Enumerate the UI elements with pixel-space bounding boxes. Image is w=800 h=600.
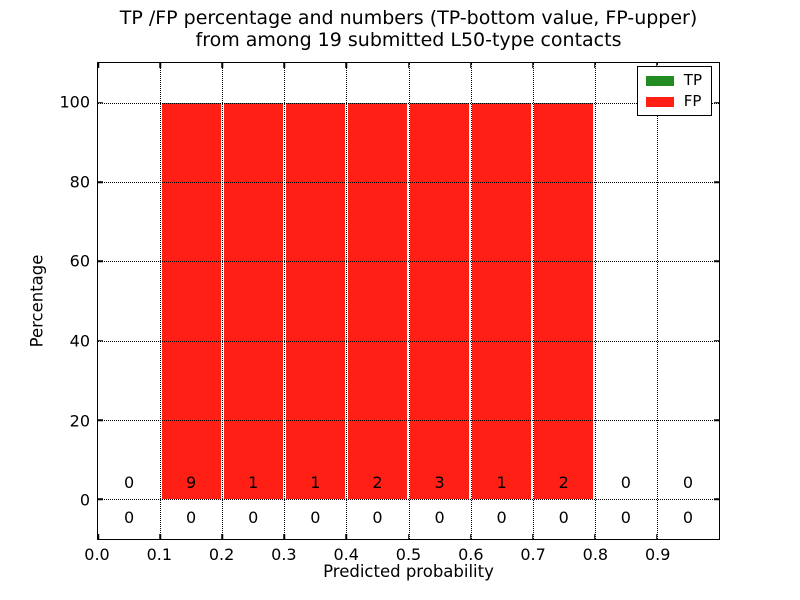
x-tick-label: 0.5: [395, 545, 422, 564]
y-tick-label: 100: [59, 92, 90, 112]
plot-area: TP FP 0 0 9 0 1 0 1 0 2 0 3 0 1 0 2 0 0 0 0 0: [97, 62, 720, 540]
gridline-vertical: [594, 63, 596, 539]
y-tick-mark: [714, 419, 719, 421]
x-tick-label: 0.1: [146, 545, 173, 564]
x-tick-mark: [159, 63, 161, 68]
x-tick-mark: [531, 63, 534, 68]
tp-count-label: 0: [310, 508, 321, 528]
tp-count-label: 0: [682, 508, 694, 528]
tp-count-label: 0: [372, 508, 383, 528]
gridline-vertical: [656, 63, 658, 539]
legend-label: FP: [683, 92, 702, 110]
y-tick-mark: [98, 339, 103, 342]
x-tick-mark: [97, 63, 99, 68]
y-tick-mark: [98, 101, 103, 104]
chart-title: TP /FP percentage and numbers (TP-bottom…: [97, 7, 720, 51]
tp-count-label: 0: [620, 508, 631, 528]
fp-count-label: 2: [558, 473, 569, 493]
x-tick-label: 0.4: [333, 545, 359, 564]
fp-count-label: 1: [248, 473, 259, 493]
bar-fp: [223, 102, 283, 500]
y-tick-mark: [98, 419, 103, 421]
fp-count-label: 3: [434, 473, 445, 493]
x-tick-mark: [656, 63, 658, 68]
gridline-vertical: [346, 63, 348, 539]
x-tick-mark: [469, 534, 472, 539]
gridline-vertical: [470, 63, 472, 539]
x-tick-mark: [594, 534, 596, 539]
y-tick-mark: [98, 260, 103, 263]
fp-legend-swatch: [645, 96, 674, 107]
x-tick-mark: [469, 63, 472, 68]
bar-fp: [534, 102, 594, 500]
legend-entry: FP: [645, 92, 702, 110]
y-tick-mark: [714, 498, 719, 501]
x-tick-mark: [221, 63, 223, 68]
x-tick-mark: [407, 63, 410, 68]
fp-count-label: 2: [372, 473, 383, 493]
x-tick-mark: [407, 534, 410, 539]
x-tick-mark: [531, 534, 534, 539]
y-tick-mark: [98, 181, 103, 183]
y-tick-mark: [714, 101, 719, 104]
x-tick-mark: [594, 63, 596, 68]
tp-count-label: 0: [558, 508, 569, 528]
legend: TP FP: [636, 66, 712, 116]
bar-fp: [347, 102, 407, 500]
gridline-vertical: [532, 63, 534, 539]
bar-fp: [285, 102, 345, 500]
legend-entry: TP: [645, 71, 702, 89]
fp-count-label: 0: [123, 473, 135, 493]
tp-count-label: 0: [186, 508, 197, 528]
x-tick-label: 0.9: [644, 545, 671, 564]
y-axis-tick-labels: 0 20 40 60 80 100: [18, 62, 90, 540]
x-tick-mark: [159, 534, 161, 539]
x-tick-mark: [283, 534, 286, 539]
x-tick-mark: [345, 534, 348, 539]
y-tick-mark: [714, 260, 719, 263]
bar-fp: [472, 102, 532, 500]
x-axis-tick-labels: 0.0 0.1 0.2 0.3 0.4 0.5 0.6 0.7 0.8 0.9: [84, 545, 720, 565]
tp-count-label: 0: [496, 508, 507, 528]
fp-count-label: 1: [496, 473, 507, 493]
chart-title-line1: TP /FP percentage and numbers (TP-bottom…: [119, 7, 698, 29]
fp-count-label: 1: [310, 473, 321, 493]
x-tick-mark: [97, 534, 99, 539]
x-tick-label: 0.6: [458, 545, 484, 564]
x-tick-mark: [283, 63, 286, 68]
bar-fp: [410, 102, 470, 500]
tp-count-label: 0: [248, 508, 259, 528]
gridline-vertical: [408, 63, 410, 539]
y-tick-label: 60: [69, 251, 90, 271]
y-tick-label: 20: [69, 411, 90, 430]
fp-count-label: 0: [620, 473, 631, 493]
tp-legend-swatch: [645, 75, 674, 86]
x-tick-label: 0.3: [271, 545, 297, 564]
y-tick-label: 80: [69, 172, 90, 191]
fp-count-label: 0: [682, 473, 694, 493]
x-tick-label: 0.8: [582, 545, 609, 564]
chart-title-line2: from among 19 submitted L50-type contact…: [195, 29, 622, 51]
x-tick-label: 0.7: [520, 545, 546, 564]
gridline-vertical: [160, 63, 162, 539]
x-tick-label: 0.0: [84, 545, 110, 564]
bar-fp: [161, 102, 221, 500]
y-tick-mark: [714, 339, 719, 342]
x-tick-mark: [656, 534, 658, 539]
y-tick-label: 0: [79, 490, 90, 510]
gridline-vertical: [222, 63, 224, 539]
x-tick-mark: [345, 63, 348, 68]
fp-count-label: 9: [186, 473, 197, 493]
y-tick-label: 40: [69, 331, 90, 351]
tp-count-label: 0: [434, 508, 445, 528]
gridline-vertical: [284, 63, 286, 539]
x-tick-label: 0.2: [208, 545, 235, 564]
legend-label: TP: [683, 71, 702, 89]
y-tick-mark: [98, 498, 103, 501]
x-tick-mark: [221, 534, 223, 539]
y-tick-mark: [714, 181, 719, 183]
tp-count-label: 0: [123, 508, 135, 528]
x-axis-label: Predicted probability: [323, 562, 494, 581]
